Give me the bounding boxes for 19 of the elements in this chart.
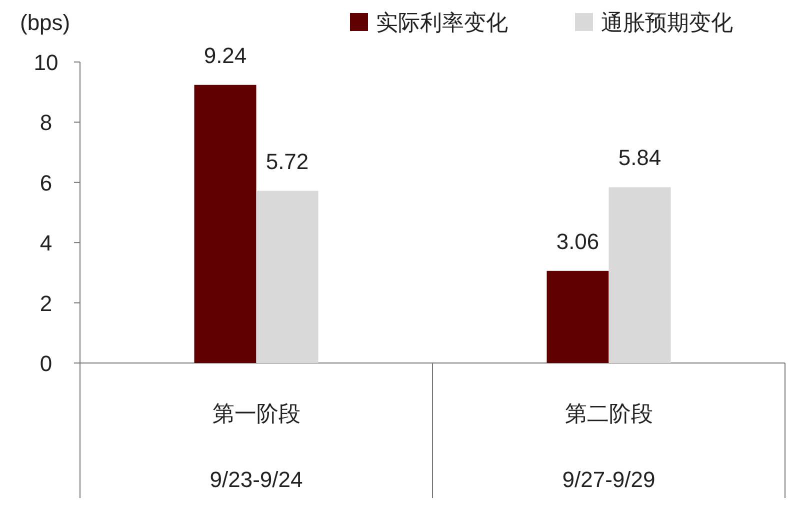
legend-label: 通胀预期变化 [601, 10, 733, 35]
data-label: 5.84 [618, 145, 662, 170]
data-label: 3.06 [556, 228, 600, 254]
y-tick-label: 6 [40, 170, 52, 196]
y-tick-label: 8 [40, 110, 52, 136]
data-label: 9.24 [204, 42, 247, 68]
bar [546, 270, 609, 363]
y-tick-label: 0 [40, 351, 52, 376]
y-tick-label: 4 [40, 230, 52, 256]
category-label: 第一阶段 9/23-9/24 [210, 401, 303, 492]
bar [194, 84, 256, 363]
y-tick-label: 10 [34, 50, 58, 75]
y-axis-title: (bps) [20, 10, 70, 35]
data-label: 5.72 [266, 148, 309, 174]
bar [256, 190, 318, 363]
y-tick-label: 2 [40, 290, 52, 316]
category-label: 第二阶段 9/27-9/29 [562, 401, 656, 492]
bar [608, 187, 671, 363]
legend-label: 实际利率变化 [376, 10, 508, 35]
